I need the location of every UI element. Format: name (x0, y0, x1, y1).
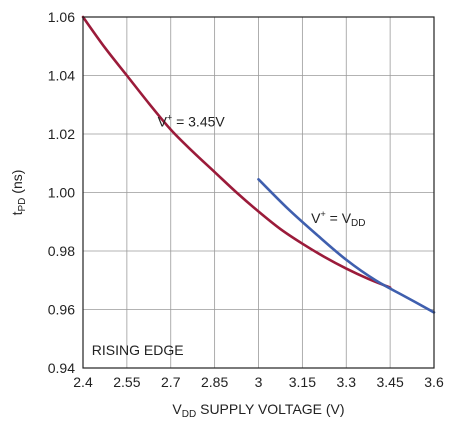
annotation-rising-edge: RISING EDGE (92, 342, 184, 358)
x-tick-label: 3 (255, 374, 263, 390)
plot-frame (82, 16, 435, 369)
grid (82, 16, 435, 369)
y-tick-label: 1.04 (48, 68, 75, 84)
annotation-v345-rest: = 3.45V (172, 114, 225, 130)
series-line-3-45v (81, 15, 392, 289)
annotation-v345-base: V (158, 114, 168, 130)
y-tick-label: 1.00 (48, 185, 75, 201)
y-tick-label: 0.96 (48, 302, 75, 318)
annotation-vdd-sub: DD (351, 218, 365, 229)
y-tick-label: 0.98 (48, 243, 75, 259)
series-lines (81, 15, 436, 314)
x-tick-label: 2.7 (161, 374, 181, 390)
series-line-vdd (257, 178, 436, 314)
x-tick-label: 2.55 (113, 374, 140, 390)
x-tick-label: 3.6 (424, 374, 444, 390)
y-tick-label: 1.02 (48, 126, 75, 142)
y-tick-label: 0.94 (48, 360, 75, 376)
x-tick-label: 3.15 (289, 374, 316, 390)
y-axis-label-rest: (ns) (9, 170, 25, 198)
annotation-v345-sup: + (167, 113, 172, 123)
annotation-vdd-sup: + (320, 209, 325, 219)
y-axis-label-prefix: t (9, 211, 25, 215)
x-axis-label: VDD SUPPLY VOLTAGE (V) (172, 401, 344, 420)
annotation-vdd-base: V (311, 210, 321, 226)
annotation-v-plus-vdd: V+ = VDD (311, 209, 365, 229)
y-tick-labels: 0.94 0.96 0.98 1.00 1.02 1.04 1.06 (48, 9, 75, 376)
x-tick-label: 3.45 (377, 374, 404, 390)
y-axis-label: tPD (ns) (9, 170, 28, 216)
x-tick-labels: 2.4 2.55 2.7 2.85 3 3.15 3.3 3.45 3.6 (73, 374, 444, 390)
x-axis-label-sub: DD (182, 409, 196, 420)
x-axis-label-rest: SUPPLY VOLTAGE (V) (196, 401, 344, 417)
annotation-vdd-mid: = V (326, 210, 352, 226)
x-tick-label: 2.4 (73, 374, 93, 390)
y-tick-label: 1.06 (48, 9, 75, 25)
y-axis-label-sub: PD (17, 198, 28, 212)
x-tick-label: 2.85 (201, 374, 228, 390)
x-tick-label: 3.3 (337, 374, 357, 390)
annotation-v-plus-3-45v: V+ = 3.45V (158, 113, 226, 130)
x-axis-label-prefix: V (172, 401, 182, 417)
